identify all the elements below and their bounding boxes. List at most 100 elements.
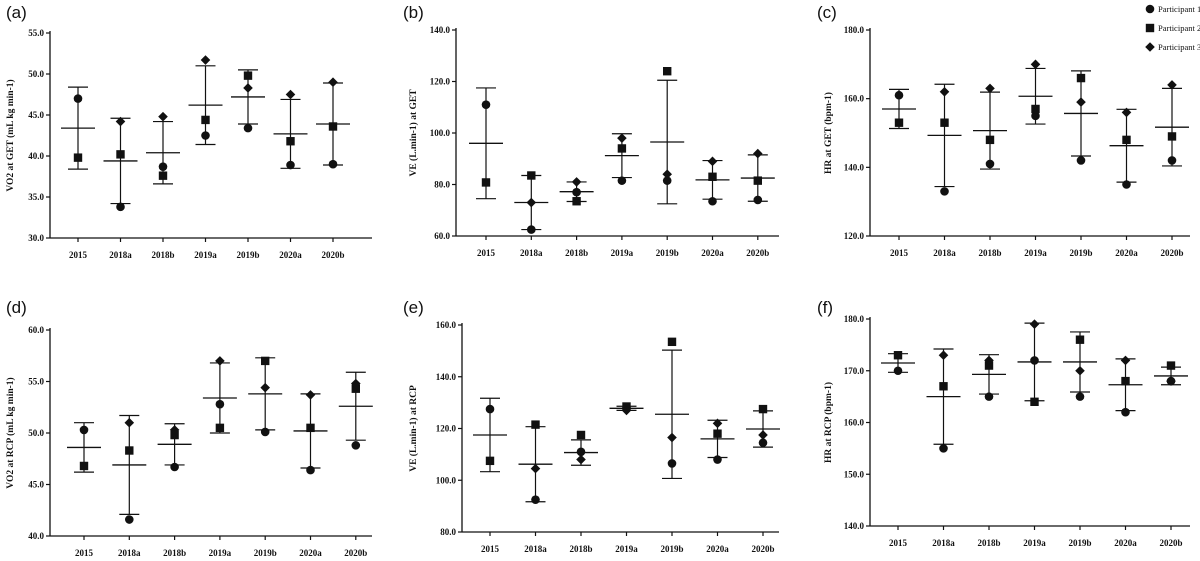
x-tick-label: 2020a (1114, 538, 1137, 548)
y-tick-label: 50.0 (28, 69, 44, 79)
data-point-p3-2 (169, 425, 180, 435)
legend-label: Participant 1 (1158, 4, 1200, 14)
x-tick-label: 2018a (933, 248, 956, 258)
x-tick-label: 2020a (1115, 248, 1138, 258)
x-tick-label: 2018a (520, 248, 543, 258)
data-point-p1-2 (572, 187, 581, 197)
y-tick-label: 120.0 (430, 77, 451, 87)
x-tick-label: 2018b (977, 538, 1000, 548)
y-axis-label: VE (L.min-1) at RCP (408, 385, 419, 472)
data-point-p2-4 (261, 356, 270, 366)
data-point-p2-4 (243, 71, 253, 80)
data-point-p3-6 (351, 378, 361, 389)
y-tick-label: 30.0 (28, 233, 44, 243)
panel-label: (a) (6, 3, 27, 22)
data-point-p2-3 (201, 115, 210, 125)
data-point-p3-1 (938, 350, 949, 361)
data-point-p1-0 (73, 94, 83, 103)
data-point-p2-2 (572, 197, 581, 206)
x-tick-label: 2019a (1023, 538, 1046, 548)
y-tick-label: 80.0 (440, 527, 456, 537)
legend-label: Participant 3 (1158, 42, 1200, 52)
data-point-p3-3 (1029, 319, 1040, 329)
y-axis-label: VO2 at RCP (mL kg min-1) (5, 377, 16, 488)
data-point-p3-2 (576, 454, 586, 465)
chart-panel-f: (f) 140.0 150.0 160.0 170.0 180.0 2015 2018a 201… (817, 298, 1190, 548)
x-tick-label: 2018a (109, 250, 132, 260)
data-point-p2-0 (893, 351, 903, 360)
x-tick-label: 2019a (1024, 248, 1047, 258)
x-tick-label: 2015 (481, 544, 500, 554)
data-point-p3-2 (984, 355, 994, 366)
x-tick-label: 2020a (706, 544, 729, 554)
data-point-p2-0 (481, 178, 491, 187)
x-tick-label: 2019a (209, 548, 232, 558)
data-point-p3-4 (260, 382, 270, 393)
y-tick-label: 160.0 (436, 320, 457, 330)
data-point-p2-2 (170, 430, 179, 440)
data-point-p1-4 (243, 123, 253, 133)
data-point-p2-1 (939, 382, 948, 391)
data-point-p1-5 (286, 160, 295, 170)
data-point-p3-3 (1030, 59, 1041, 70)
data-point-p2-1 (116, 150, 125, 159)
legend: Participant 1 Participant 2 Participant 3 (1145, 4, 1200, 52)
data-point-p1-6 (351, 441, 361, 450)
y-tick-label: 55.0 (28, 28, 44, 38)
data-point-p1-0 (893, 366, 903, 376)
x-tick-label: 2019b (660, 544, 683, 554)
data-point-p2-2 (984, 361, 994, 370)
x-tick-label: 2015 (69, 250, 88, 260)
y-tick-label: 40.0 (28, 531, 44, 541)
y-tick-label: 160.0 (844, 418, 865, 428)
data-point-p1-5 (1121, 407, 1130, 417)
x-tick-label: 2015 (889, 538, 908, 548)
data-point-p3-2 (158, 111, 168, 122)
data-point-p1-0 (1145, 4, 1155, 14)
data-point-p1-4 (667, 459, 677, 468)
x-tick-label: 2018a (118, 548, 141, 558)
x-tick-label: 2018b (151, 250, 174, 260)
panel-label: (d) (6, 298, 27, 317)
y-tick-label: 100.0 (430, 128, 451, 138)
data-point-p1-0 (894, 90, 904, 100)
data-point-p2-5 (1121, 376, 1130, 386)
legend-label: Participant 2 (1158, 23, 1200, 33)
data-point-p1-6 (328, 159, 338, 169)
data-point-p2-1 (1145, 23, 1155, 33)
data-point-p3-5 (305, 390, 316, 400)
y-tick-label: 140.0 (436, 372, 457, 382)
data-point-p1-5 (1122, 180, 1131, 189)
y-tick-label: 80.0 (434, 180, 450, 190)
x-tick-label: 2018a (524, 544, 547, 554)
data-point-p2-1 (125, 446, 134, 455)
x-tick-label: 2018b (978, 248, 1001, 258)
data-point-p2-4 (663, 67, 672, 76)
data-point-p1-1 (125, 515, 134, 524)
data-point-p2-2 (158, 171, 168, 180)
data-point-p2-6 (758, 404, 768, 414)
data-point-p1-2 (984, 392, 994, 401)
data-point-p2-3 (215, 423, 225, 433)
x-tick-label: 2018b (163, 548, 186, 558)
x-tick-label: 2018a (932, 538, 955, 548)
x-tick-label: 2015 (75, 548, 94, 558)
chart-panel-e: (e) 80.0 100.0 120.0 140.0 160.0 2015 2018a 2018… (403, 298, 780, 554)
data-point-p3-1 (124, 417, 135, 428)
data-point-p3-5 (1120, 355, 1131, 366)
data-point-p3-6 (753, 148, 763, 159)
chart-panel-c: (c) 120.0 140.0 160.0 180.0 2015 2018a 2018b 201… (817, 3, 1190, 258)
data-point-p3-4 (1075, 365, 1085, 376)
y-tick-label: 160.0 (844, 94, 865, 104)
data-point-p3-6 (1167, 80, 1177, 90)
data-point-p2-6 (753, 176, 762, 185)
data-point-p2-0 (79, 461, 89, 471)
x-tick-label: 2019a (611, 248, 634, 258)
data-point-p2-6 (1167, 132, 1177, 141)
data-point-p3-2 (571, 177, 582, 187)
y-tick-label: 100.0 (436, 475, 457, 485)
y-axis-label: VO2 at GET (mL kg min-1) (5, 79, 16, 191)
data-point-p2-5 (286, 137, 295, 146)
data-point-p1-4 (1076, 156, 1086, 165)
